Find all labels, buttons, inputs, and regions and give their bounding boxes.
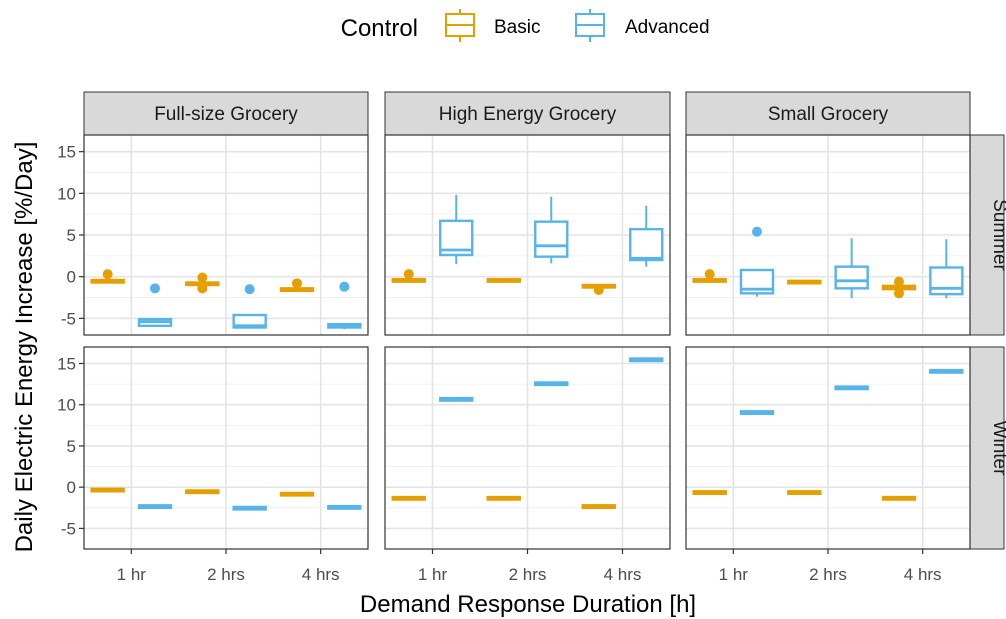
strip-label-winter: Winter	[989, 421, 1006, 477]
legend-key-advanced	[575, 9, 605, 42]
box-basic-4-hrs	[881, 495, 917, 501]
panel-high-energy-grocery-summer	[384, 134, 671, 336]
y-tick-label: 15	[57, 354, 76, 373]
box-basic-4-hrs	[279, 491, 315, 497]
box-outlier	[244, 284, 255, 295]
y-tick-label: 10	[57, 396, 76, 415]
box-advanced-1-hr	[739, 410, 775, 416]
panel-full-size-grocery-winter	[83, 346, 369, 550]
box-outlier	[150, 283, 160, 294]
box-basic-2-hrs	[787, 490, 822, 495]
box-advanced-4-hrs	[629, 205, 664, 267]
x-tick-label: 4 hrs	[904, 565, 942, 584]
x-axis-title: Demand Response Duration [h]	[360, 591, 696, 618]
box-outlier	[403, 269, 414, 280]
y-tick-label: 10	[57, 184, 76, 203]
x-tick-label: 2 hrs	[509, 565, 547, 584]
box-advanced-2-hrs	[534, 196, 569, 264]
x-tick-label: 4 hrs	[302, 565, 340, 584]
box-basic-1-hr	[391, 269, 426, 283]
y-axis-title: Daily Electric Energy Increase [%/Day]	[11, 142, 38, 553]
box-outlier	[339, 281, 350, 292]
legend-title: Control	[341, 15, 418, 42]
box-advanced-2-hrs	[834, 385, 869, 391]
plot-panels: Full-size Grocery High Energy Grocery Smal…	[57, 91, 1006, 584]
y-tick-label: 15	[57, 143, 76, 162]
box-basic-2-hrs	[486, 277, 521, 283]
box-outlier	[752, 226, 762, 237]
x-tick-label: 1 hr	[117, 565, 147, 584]
box-basic-1-hr	[90, 487, 125, 493]
box-advanced-1-hr	[137, 283, 173, 328]
box-advanced-1-hr	[137, 504, 173, 510]
box-advanced-1-hr	[439, 195, 474, 265]
box-iqr	[929, 266, 964, 296]
box-advanced-4-hrs	[929, 368, 964, 374]
box-advanced-2-hrs	[834, 238, 869, 299]
box-basic-2-hrs	[185, 489, 220, 495]
strip-high-energy-grocery	[384, 91, 671, 136]
box-advanced-4-hrs	[929, 239, 964, 299]
box-outlier	[197, 283, 208, 294]
panel-small-grocery-winter	[685, 346, 971, 550]
box-advanced-4-hrs	[327, 504, 362, 510]
panel-border	[685, 134, 971, 336]
strip-label-full-size-grocery: Full-size Grocery	[154, 104, 298, 125]
box-basic-1-hr	[692, 490, 727, 495]
box-basic-2-hrs	[486, 495, 521, 501]
strip-label-summer: Summer	[989, 199, 1006, 271]
y-tick-label: 0	[67, 268, 76, 287]
box-outlier	[894, 288, 904, 299]
x-tick-label: 2 hrs	[207, 565, 245, 584]
box-basic-2-hrs	[787, 279, 822, 285]
box-iqr	[739, 268, 775, 295]
box-basic-1-hr	[391, 495, 426, 501]
box-iqr	[534, 220, 569, 258]
strip-label-small-grocery: Small Grocery	[768, 104, 889, 125]
box-outlier	[102, 269, 113, 280]
y-tick-label: -5	[61, 309, 76, 328]
box-basic-4-hrs	[581, 504, 616, 510]
box-iqr	[834, 265, 869, 290]
box-advanced-1-hr	[439, 396, 474, 402]
box-advanced-2-hrs	[534, 381, 569, 387]
box-basic-4-hrs	[881, 276, 917, 299]
y-tick-label: 0	[67, 478, 76, 497]
box-basic-1-hr	[90, 269, 125, 284]
legend-label-advanced: Advanced	[625, 17, 710, 38]
y-tick-label: 5	[67, 226, 76, 245]
box-iqr	[232, 313, 267, 329]
box-advanced-2-hrs	[232, 505, 267, 511]
box-advanced-2-hrs	[232, 284, 267, 329]
box-basic-4-hrs	[581, 283, 616, 295]
y-tick-label: -5	[61, 519, 76, 538]
box-outlier	[894, 276, 904, 287]
box-basic-4-hrs	[279, 278, 315, 293]
box-basic-2-hrs	[185, 272, 220, 294]
box-iqr	[629, 227, 664, 262]
panel-full-size-grocery-summer	[83, 134, 369, 336]
strip-full-size-grocery	[83, 91, 369, 136]
x-tick-label: 4 hrs	[604, 565, 642, 584]
strip-label-high-energy-grocery: High Energy Grocery	[439, 104, 617, 125]
box-advanced-4-hrs	[327, 281, 362, 330]
legend-key-basic	[445, 9, 475, 42]
box-outlier	[593, 285, 604, 295]
x-tick-label: 1 hr	[418, 565, 448, 584]
box-advanced-4-hrs	[629, 357, 664, 363]
panel-small-grocery-summer	[685, 134, 971, 336]
box-outlier	[704, 269, 715, 280]
panel-high-energy-grocery-winter	[384, 346, 671, 550]
box-outlier	[292, 278, 302, 289]
legend-label-basic: Basic	[494, 17, 540, 38]
legend: Control Basic Advanced	[341, 9, 710, 42]
box-basic-1-hr	[692, 269, 727, 283]
box-outlier	[197, 272, 208, 283]
panel-border	[384, 134, 671, 336]
x-tick-label: 2 hrs	[809, 565, 847, 584]
x-tick-label: 1 hr	[719, 565, 749, 584]
y-tick-label: 5	[67, 437, 76, 456]
box-advanced-1-hr	[739, 226, 775, 297]
